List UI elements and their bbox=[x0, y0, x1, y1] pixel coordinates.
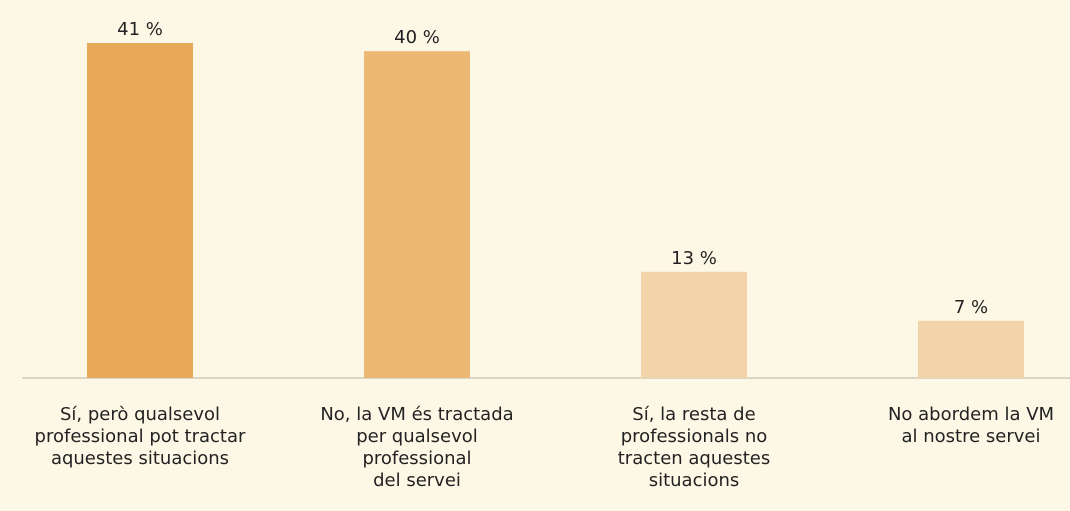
value-label: 13 % bbox=[671, 248, 717, 269]
bar bbox=[641, 271, 747, 378]
bar bbox=[364, 51, 470, 379]
bar bbox=[918, 320, 1024, 378]
value-label: 7 % bbox=[954, 297, 988, 318]
x-tick-label: Sí, la resta de professionals no tracten a… bbox=[618, 404, 770, 491]
x-tick-label: No abordem la VM al nostre servei bbox=[888, 404, 1054, 447]
x-tick-label: No, la VM és tractada per qualsevol profes… bbox=[320, 404, 513, 491]
value-label: 41 % bbox=[117, 19, 163, 40]
bar bbox=[87, 43, 193, 378]
x-tick-label: Sí, però qualsevol professional pot tract… bbox=[35, 404, 246, 469]
value-label: 40 % bbox=[394, 27, 440, 48]
